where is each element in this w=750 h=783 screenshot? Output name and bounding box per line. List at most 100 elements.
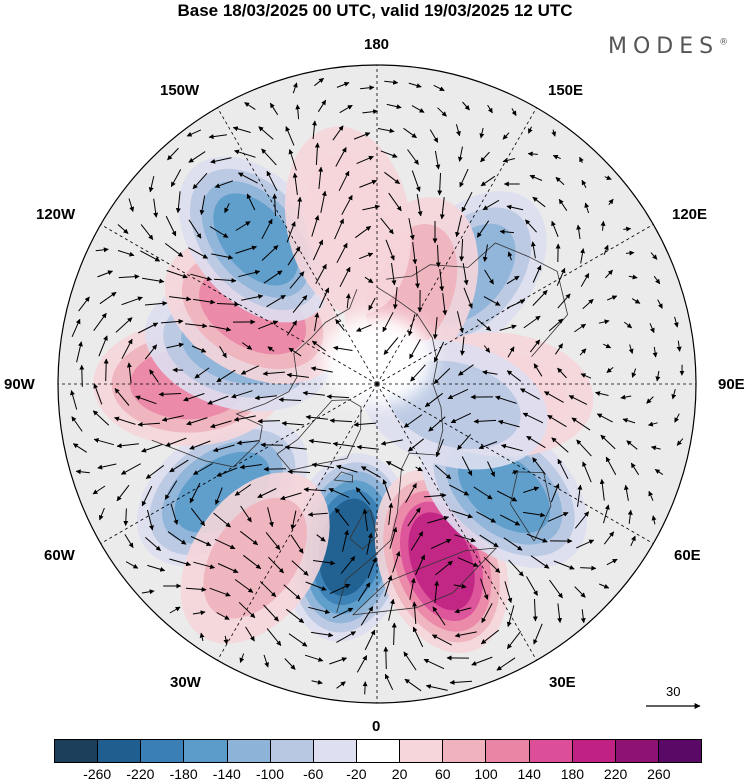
wind-vector xyxy=(286,221,296,243)
wind-vector xyxy=(285,608,305,624)
wind-vector xyxy=(433,368,451,384)
wind-vector xyxy=(416,194,423,217)
wind-vector xyxy=(234,484,252,496)
wind-vector xyxy=(311,631,334,638)
wind-vector xyxy=(533,623,543,645)
wind-vector xyxy=(258,126,274,140)
wind-vector xyxy=(237,172,258,184)
wind-vector xyxy=(499,514,521,526)
wind-vector xyxy=(384,171,401,185)
wind-vector xyxy=(158,391,182,397)
wind-vector xyxy=(623,226,632,232)
wind-vector xyxy=(605,269,613,279)
wind-vector xyxy=(257,418,281,424)
wind-vector xyxy=(579,156,584,164)
wind-vector xyxy=(241,342,253,350)
colorbar-tick-label: -100 xyxy=(255,766,285,782)
wind-vector xyxy=(190,273,213,282)
wind-vector xyxy=(71,318,81,338)
wind-vector xyxy=(405,482,417,503)
wind-vector xyxy=(437,107,447,117)
wind-vector xyxy=(507,251,513,261)
wind-vector xyxy=(135,395,157,405)
wind-vector xyxy=(240,505,252,523)
wind-vector xyxy=(216,369,236,383)
wind-vector xyxy=(478,441,498,450)
wind-vector xyxy=(480,175,496,187)
wind-vector xyxy=(631,368,637,378)
wind-vector xyxy=(209,226,229,238)
wind-vector xyxy=(336,81,350,88)
map-border xyxy=(57,64,697,704)
wind-vector xyxy=(571,417,591,431)
wind-vector xyxy=(380,217,394,235)
wind-vector xyxy=(186,129,202,137)
wind-vector xyxy=(304,654,324,662)
wind-vector xyxy=(272,193,278,217)
wind-vector xyxy=(267,346,275,352)
wind-vector xyxy=(153,198,159,218)
wind-vector xyxy=(523,511,546,518)
wind-vector xyxy=(533,363,543,377)
wind-vector xyxy=(608,198,614,206)
wind-vector xyxy=(392,551,401,573)
wind-vector xyxy=(311,340,326,352)
wind-vector xyxy=(439,269,445,292)
wind-vector xyxy=(412,242,418,265)
wind-vector xyxy=(409,577,416,600)
wind-vector xyxy=(165,215,177,237)
wind-vector xyxy=(461,456,473,476)
wind-vector xyxy=(415,554,425,576)
wind-vector xyxy=(79,364,85,387)
wind-vector xyxy=(432,317,438,340)
wind-vector xyxy=(674,413,680,423)
wind-vector xyxy=(211,253,234,260)
wind-vector xyxy=(183,393,205,402)
wind-vector xyxy=(315,263,327,284)
meridian xyxy=(376,383,654,544)
wind-vector xyxy=(114,388,130,406)
wind-vector xyxy=(435,560,453,576)
wind-vector xyxy=(216,467,238,477)
wind-vector xyxy=(278,397,302,403)
wind-vector xyxy=(483,556,501,574)
wind-vector xyxy=(523,315,541,329)
wind-vector xyxy=(262,371,285,377)
colorbar-tick-label: 140 xyxy=(517,766,541,782)
wind-vector xyxy=(141,443,163,453)
coastline xyxy=(276,399,362,471)
wind-vector xyxy=(456,311,464,334)
wind-vector xyxy=(240,365,260,375)
wind-vector xyxy=(579,348,587,356)
wind-vector xyxy=(310,366,333,373)
wind-vector xyxy=(646,396,654,404)
wind-vector xyxy=(385,461,404,471)
wind-vector xyxy=(457,557,479,567)
wind-vector xyxy=(506,605,515,628)
wind-vector xyxy=(454,631,477,638)
wind-vector xyxy=(239,464,262,470)
wind-vector xyxy=(338,170,350,192)
wind-vector xyxy=(429,129,439,143)
wind-vector xyxy=(292,172,298,195)
wind-vector xyxy=(141,589,155,595)
wind-vector xyxy=(648,490,654,501)
wind-vector xyxy=(389,526,398,549)
wind-vector xyxy=(434,580,440,603)
wind-vector xyxy=(164,480,178,500)
wind-vector xyxy=(407,438,425,452)
wind-vector xyxy=(676,340,682,352)
wind-vector xyxy=(506,299,526,309)
wind-vector xyxy=(481,603,493,624)
wind-vector xyxy=(549,579,563,599)
meridian xyxy=(376,383,537,661)
wind-vector xyxy=(432,606,446,626)
wind-vector xyxy=(242,554,262,570)
wind-vector xyxy=(303,487,327,493)
wind-vector xyxy=(453,583,467,589)
wind-vector xyxy=(305,581,327,591)
wind-vector xyxy=(236,440,259,446)
wind-vector xyxy=(98,507,105,521)
wind-vector xyxy=(482,244,488,262)
